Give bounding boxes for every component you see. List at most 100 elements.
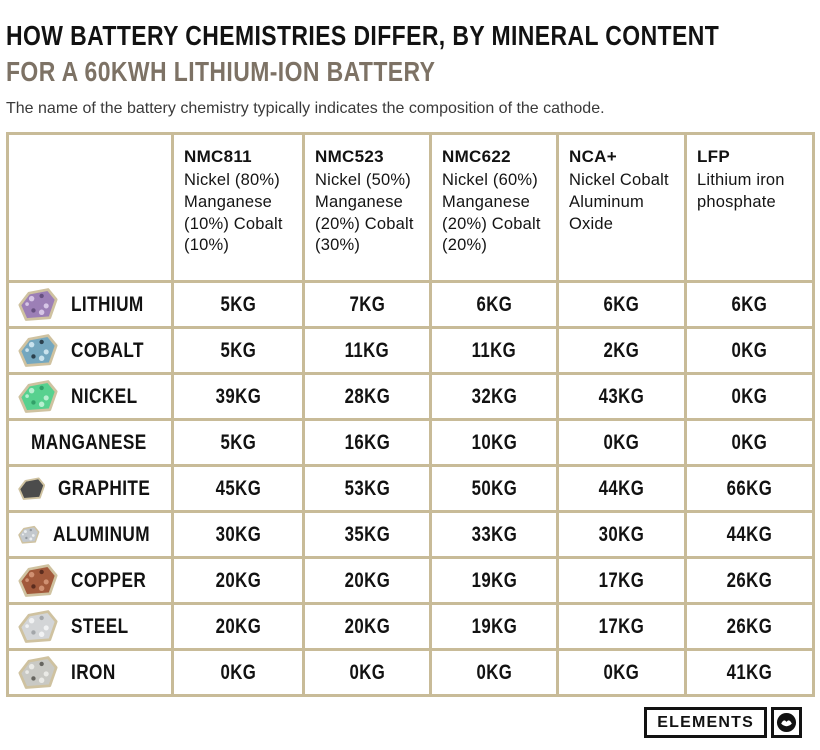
mineral-mass-value: 17KG	[598, 614, 645, 638]
value-cell: 0KG	[556, 648, 687, 697]
mineral-mass-value: 5KG	[220, 430, 256, 454]
value-cell: 17KG	[556, 556, 687, 605]
value-cell: 6KG	[684, 280, 815, 329]
value-cell: 2KG	[556, 326, 687, 375]
footer: ELEMENTS	[6, 707, 802, 738]
value-cell: 41KG	[684, 648, 815, 697]
mineral-mass-value: 30KG	[215, 522, 261, 546]
page-description: The name of the battery chemistry typica…	[6, 100, 605, 117]
corner-cell	[6, 132, 174, 283]
value-cell: 5KG	[171, 280, 305, 329]
mineral-label: LITHIUM	[71, 292, 144, 316]
mineral-label: COBALT	[71, 338, 144, 362]
chemistry-column-header-lfp: LFP Lithium iron phosphate	[684, 132, 815, 283]
mineral-mass-value: 41KG	[726, 660, 773, 684]
mineral-mass-value: 0KG	[731, 430, 768, 454]
mineral-content-table: NMC811 Nickel (80%) Manganese (10%) Cobal…	[6, 132, 815, 697]
page-title: HOW BATTERY CHEMISTRIES DIFFER, BY MINER…	[6, 20, 720, 51]
value-cell: 43KG	[556, 372, 687, 421]
mineral-mass-value: 19KG	[471, 614, 517, 638]
mineral-mass-value: 0KG	[349, 660, 385, 684]
mineral-mass-value: 19KG	[471, 568, 517, 592]
value-cell: 0KG	[302, 648, 432, 697]
table-row: LITHIUM 5KG 7KG 6KG 6KG 6KG	[6, 280, 815, 329]
mineral-label: COPPER	[71, 568, 147, 592]
mineral-mass-value: 28KG	[344, 384, 390, 408]
value-cell: 11KG	[302, 326, 432, 375]
table-row: COPPER 20KG 20KG 19KG 17KG 26KG	[6, 556, 815, 605]
value-cell: 53KG	[302, 464, 432, 513]
mineral-mass-value: 26KG	[726, 614, 773, 638]
value-cell: 32KG	[429, 372, 559, 421]
chemistry-composition: Nickel (60%) Manganese (20%) Cobalt (20%…	[442, 171, 541, 255]
value-cell: 19KG	[429, 602, 559, 651]
value-cell: 30KG	[171, 510, 305, 559]
value-cell: 0KG	[684, 418, 815, 467]
mineral-mass-value: 0KG	[731, 384, 768, 408]
mineral-mass-value: 20KG	[344, 614, 390, 638]
value-cell: 45KG	[171, 464, 305, 513]
value-cell: 19KG	[429, 556, 559, 605]
mineral-mass-value: 0KG	[603, 430, 640, 454]
value-cell: 66KG	[684, 464, 815, 513]
value-cell: 17KG	[556, 602, 687, 651]
chemistry-column-header-nmc523: NMC523 Nickel (50%) Manganese (20%) Cobal…	[302, 132, 432, 283]
mineral-mass-value: 20KG	[344, 568, 390, 592]
table-row: STEEL 20KG 20KG 19KG 17KG 26KG	[6, 602, 815, 651]
value-cell: 11KG	[429, 326, 559, 375]
value-cell: 35KG	[302, 510, 432, 559]
value-cell: 28KG	[302, 372, 432, 421]
mineral-label: NICKEL	[71, 384, 138, 408]
mineral-label: GRAPHITE	[58, 476, 151, 500]
mineral-cell-cobalt: COBALT	[6, 326, 174, 375]
chemistry-code: LFP	[697, 147, 731, 166]
table-row: IRON 0KG 0KG 0KG 0KG 41KG	[6, 648, 815, 697]
mineral-mass-value: 66KG	[726, 476, 773, 500]
mineral-mass-value: 20KG	[215, 614, 261, 638]
value-cell: 0KG	[429, 648, 559, 697]
mineral-label: IRON	[71, 660, 116, 684]
chemistry-composition: Nickel Cobalt Aluminum Oxide	[569, 171, 669, 233]
mineral-mass-value: 44KG	[726, 522, 773, 546]
value-cell: 30KG	[556, 510, 687, 559]
mineral-mass-value: 6KG	[603, 292, 640, 316]
mineral-mass-value: 2KG	[603, 338, 640, 362]
table-row: MANGANESE 5KG 16KG 10KG 0KG 0KG	[6, 418, 815, 467]
value-cell: 0KG	[556, 418, 687, 467]
mineral-mass-value: 53KG	[344, 476, 390, 500]
mineral-mass-value: 11KG	[344, 338, 390, 362]
mineral-mass-value: 10KG	[471, 430, 517, 454]
value-cell: 20KG	[171, 602, 305, 651]
chemistry-code: NMC622	[442, 147, 511, 166]
copper-mineral-icon	[18, 563, 58, 597]
mineral-mass-value: 30KG	[598, 522, 645, 546]
mineral-mass-value: 11KG	[471, 338, 517, 362]
mineral-cell-graphite: GRAPHITE	[6, 464, 174, 513]
value-cell: 5KG	[171, 326, 305, 375]
value-cell: 20KG	[302, 602, 432, 651]
mineral-label: STEEL	[71, 614, 129, 638]
mineral-cell-iron: IRON	[6, 648, 174, 697]
value-cell: 0KG	[171, 648, 305, 697]
value-cell: 10KG	[429, 418, 559, 467]
mineral-mass-value: 6KG	[731, 292, 768, 316]
mineral-cell-aluminum: ALUMINUM	[6, 510, 174, 559]
mineral-mass-value: 17KG	[598, 568, 645, 592]
mineral-mass-value: 50KG	[471, 476, 517, 500]
mineral-mass-value: 5KG	[220, 338, 256, 362]
graphite-mineral-icon	[18, 476, 46, 500]
mineral-mass-value: 16KG	[344, 430, 390, 454]
chemistry-composition: Nickel (50%) Manganese (20%) Cobalt (30%…	[315, 171, 414, 255]
value-cell: 50KG	[429, 464, 559, 513]
mineral-mass-value: 0KG	[220, 660, 256, 684]
mineral-mass-value: 44KG	[598, 476, 645, 500]
elements-brand-badge: ELEMENTS	[644, 707, 767, 738]
chemistry-column-header-nmc622: NMC622 Nickel (60%) Manganese (20%) Cobal…	[429, 132, 559, 283]
page-subtitle: FOR A 60KWH LITHIUM-ION BATTERY	[6, 56, 436, 87]
value-cell: 7KG	[302, 280, 432, 329]
value-cell: 44KG	[556, 464, 687, 513]
table-row: ALUMINUM 30KG 35KG 33KG 30KG 44KG	[6, 510, 815, 559]
mineral-mass-value: 39KG	[215, 384, 261, 408]
table-header-row: NMC811 Nickel (80%) Manganese (10%) Cobal…	[6, 132, 815, 283]
